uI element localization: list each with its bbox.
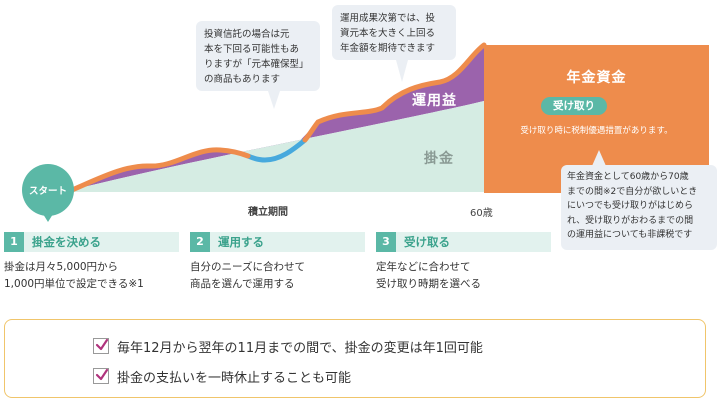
- profit-area: [72, 45, 484, 190]
- bubble-line: 資元本を大きく上回る: [340, 28, 436, 39]
- checkmark-icon: [93, 368, 109, 384]
- start-tail: [43, 214, 53, 222]
- bubble-line: 運用成果次第では、投: [340, 13, 436, 24]
- notes-box: 毎年12月から翌年の11月までの間で、掛金の変更は年1回可能 掛金の支払いを一時…: [4, 319, 706, 398]
- growth-graphic: [69, 42, 487, 193]
- bubble-line: 年金資金として60歳から70歳: [567, 172, 689, 182]
- note-item: 掛金の支払いを一時休止することも可能: [93, 366, 351, 386]
- step-title: 受け取る: [404, 235, 450, 249]
- note-item: 毎年12月から翌年の11月までの間で、掛金の変更は年1回可能: [93, 336, 483, 356]
- bubble-line: の商品もあります: [204, 74, 281, 85]
- step-desc-line: 掛金は月々5,000円から: [4, 261, 119, 273]
- step-desc-line: 受け取り時期を選べる: [376, 278, 481, 290]
- step-1-header: 1 掛金を決める: [4, 232, 179, 252]
- bubble-line: 年金額を期待できます: [340, 43, 436, 54]
- bubble-line: 本を下回る可能性もあ: [204, 44, 300, 55]
- step-desc-line: 自分のニーズに合わせて: [190, 261, 305, 273]
- performance-bubble-tail: [396, 60, 408, 82]
- growth-line: [69, 42, 487, 193]
- bubble-line: までの間※2で自分が欲しいとき: [567, 186, 698, 197]
- bubble-line: れ、受け取りがおわるまでの間: [567, 215, 694, 226]
- step-3-header: 3 受け取る: [376, 232, 551, 252]
- step-desc-line: 定年などに合わせて: [376, 261, 471, 273]
- note-text: 掛金の支払いを一時休止することも可能: [117, 370, 352, 386]
- bubble-line: りますが「元本確保型」: [204, 59, 309, 70]
- step-desc-line: 1,000円単位で設定できる※1: [4, 278, 144, 290]
- accumulation-period-label: 積立期間: [242, 203, 294, 218]
- step-desc-line: 商品を選んで運用する: [190, 278, 295, 290]
- step-number: 1: [4, 232, 24, 252]
- receive-pill: 受け取り: [541, 97, 607, 115]
- profit-label: 運用益: [412, 93, 457, 109]
- pension-fund-box: 年金資金 受け取り 受け取り時に税制優遇措置があります。: [484, 45, 709, 193]
- loss-segment: [247, 138, 307, 163]
- investment-trust-bubble: 投資信託の場合は元 本を下回る可能性もあ りますが「元本確保型」 の商品もありま…: [196, 21, 320, 91]
- step-number: 3: [376, 232, 396, 252]
- performance-bubble: 運用成果次第では、投 資元本を大きく上回る 年金額を期待できます: [332, 5, 456, 60]
- investment-trust-bubble-tail: [268, 91, 280, 109]
- start-circle: スタート: [22, 164, 74, 216]
- contribution-label: 掛金: [424, 151, 454, 167]
- pension-fund-title: 年金資金: [566, 70, 627, 86]
- step-1-description: 掛金は月々5,000円から 1,000円単位で設定できる※1: [4, 259, 144, 293]
- tax-benefit-note: 受け取り時に税制優遇措置があります。: [520, 126, 673, 136]
- step-2-description: 自分のニーズに合わせて 商品を選んで運用する: [190, 259, 305, 293]
- checkmark-icon: [93, 338, 109, 354]
- contribution-area: [72, 101, 484, 192]
- start-label: スタート: [28, 186, 67, 197]
- bubble-line: の運用益についても非課税です: [567, 230, 693, 240]
- step-title: 運用する: [218, 235, 264, 249]
- bubble-line: 投資信託の場合は元: [204, 29, 290, 40]
- pension-period-bubble: 年金資金として60歳から70歳 までの間※2で自分が欲しいとき にいつでも受け取…: [561, 165, 717, 250]
- note-text: 毎年12月から翌年の11月までの間で、掛金の変更は年1回可能: [117, 340, 483, 356]
- step-2-header: 2 運用する: [190, 232, 365, 252]
- step-number: 2: [190, 232, 210, 252]
- bubble-line: にいつでも受け取りがはじめら: [567, 201, 694, 211]
- step-title: 掛金を決める: [32, 235, 101, 249]
- pension-period-bubble-tail: [592, 150, 606, 166]
- retirement-age-label: 60歳: [470, 208, 493, 219]
- step-3-description: 定年などに合わせて 受け取り時期を選べる: [376, 259, 481, 293]
